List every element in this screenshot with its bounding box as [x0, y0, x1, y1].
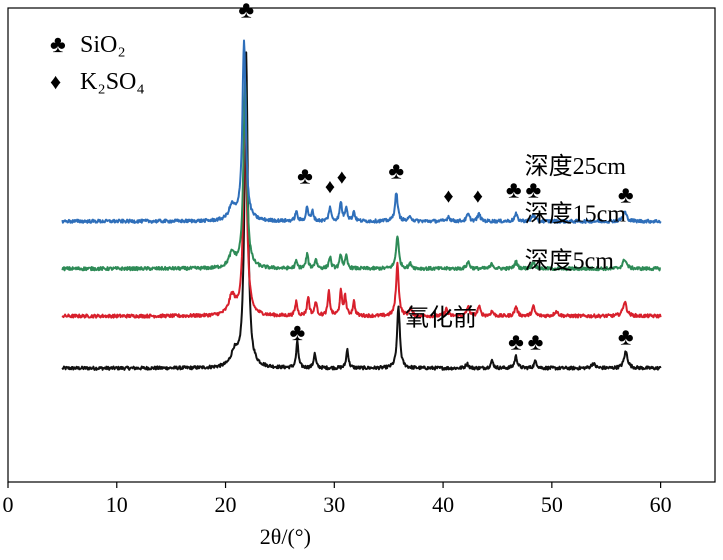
- x-tick-label: 40: [432, 492, 454, 517]
- series-layer: [61, 39, 662, 371]
- x-tick-label: 50: [541, 492, 563, 517]
- legend-label-sio2: SiO₂: [80, 32, 126, 58]
- plot-frame: [7, 7, 716, 483]
- x-tick-label: 20: [215, 492, 237, 517]
- sio2-peak-marker: ♣: [297, 163, 313, 189]
- k2so4-peak-marker: ♦: [443, 185, 453, 207]
- series-line-3: [61, 39, 662, 224]
- sio2-peak-marker: ♣: [388, 159, 404, 185]
- sio2-peak-marker: ♣: [506, 178, 522, 204]
- legend-marker-k2so4: ♦: [50, 69, 61, 94]
- sio2-peak-marker: ♣: [508, 329, 524, 355]
- series-line-2: [61, 80, 662, 272]
- sio2-peak-marker: ♣: [618, 182, 634, 208]
- series-label: 深度5cm: [525, 248, 615, 275]
- k2so4-peak-marker: ♦: [473, 185, 483, 207]
- legend-label-k2so4: K₂SO₄: [80, 69, 145, 95]
- x-tick-label: 30: [323, 492, 345, 517]
- x-tick-label: 10: [106, 492, 128, 517]
- k2so4-peak-marker: ♦: [325, 176, 335, 198]
- series-label: 氧化前: [405, 305, 477, 332]
- sio2-peak-marker: ♣: [525, 178, 541, 204]
- x-axis: 0 10 20 30 40 50 60: [3, 482, 672, 517]
- series-label: 深度15cm: [525, 200, 627, 227]
- sio2-peak-marker: ♣: [528, 329, 544, 355]
- series-line-0: [61, 51, 662, 371]
- legend-marker-sio2: ♣: [50, 32, 66, 58]
- series-label: 深度25cm: [525, 153, 627, 180]
- sio2-peak-marker: ♣: [618, 325, 634, 351]
- sio2-peak-marker: ♣: [289, 320, 305, 346]
- x-tick-label: 60: [650, 492, 672, 517]
- series-line-1: [61, 95, 662, 319]
- x-axis-label: 2θ/(°): [260, 524, 311, 549]
- sio2-peak-marker: ♣: [238, 0, 254, 23]
- k2so4-peak-marker: ♦: [337, 166, 347, 188]
- x-tick-label: 0: [3, 492, 14, 517]
- legend: ♣ SiO₂ ♦ K₂SO₄: [50, 32, 145, 95]
